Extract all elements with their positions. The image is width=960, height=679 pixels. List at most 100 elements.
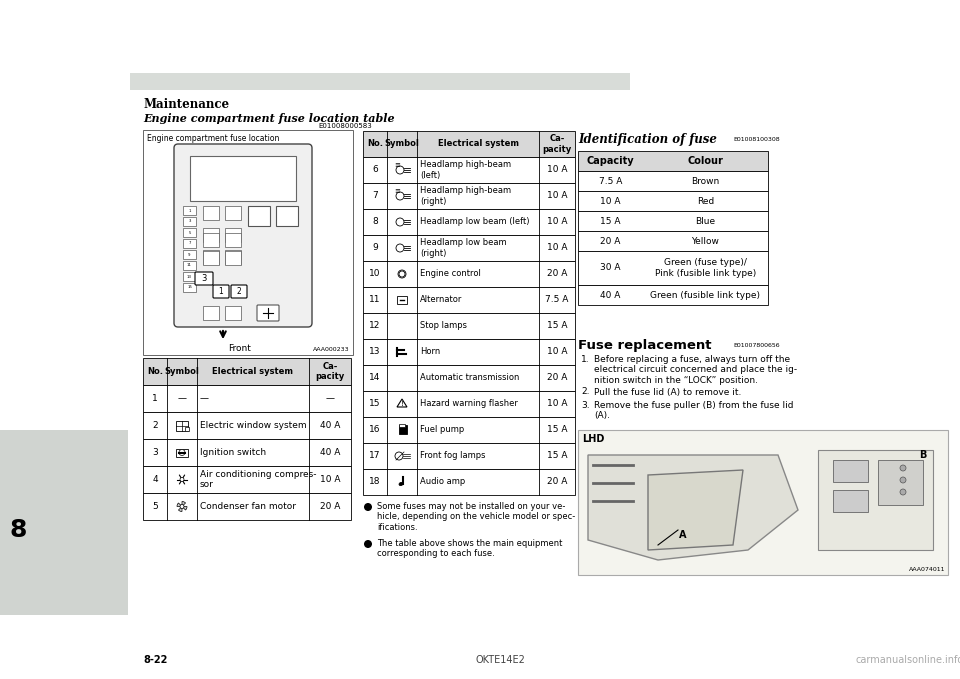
Text: 1: 1 [188, 208, 191, 213]
Bar [183, 239, 196, 248]
Text: Brown: Brown [691, 177, 720, 185]
Text: 8: 8 [10, 518, 27, 542]
Text: E01008000583: E01008000583 [318, 123, 372, 129]
Circle shape [900, 489, 906, 495]
Text: Colour: Colour [687, 156, 724, 166]
Text: 40 A: 40 A [320, 421, 340, 430]
Circle shape [395, 452, 403, 460]
Bar [363, 131, 575, 157]
Text: 3: 3 [188, 219, 191, 223]
Polygon shape [588, 455, 798, 560]
Bar [203, 206, 219, 220]
Bar [225, 306, 241, 320]
Bar [203, 233, 219, 247]
Bar [130, 73, 630, 90]
Text: Maintenance: Maintenance [143, 98, 229, 111]
Bar [143, 439, 351, 466]
Bar [578, 430, 948, 575]
Text: Automatic transmission: Automatic transmission [420, 373, 519, 382]
Bar [578, 231, 768, 251]
Text: Ignition switch: Ignition switch [200, 448, 266, 457]
Text: 13: 13 [187, 274, 192, 278]
Text: —: — [325, 394, 334, 403]
Text: 8: 8 [372, 217, 378, 227]
Text: 10 A: 10 A [547, 217, 567, 227]
Text: Symbol: Symbol [385, 139, 420, 149]
Bar [183, 272, 196, 281]
Text: 2: 2 [236, 287, 241, 296]
Text: Electrical system: Electrical system [212, 367, 294, 376]
Text: AAA074011: AAA074011 [908, 567, 945, 572]
Text: B: B [920, 450, 926, 460]
Text: Headlamp high-beam
(left): Headlamp high-beam (left) [420, 160, 511, 180]
Circle shape [396, 218, 404, 226]
Text: 11: 11 [370, 295, 381, 304]
Circle shape [396, 166, 404, 174]
Text: Engine compartment fuse location table: Engine compartment fuse location table [143, 113, 395, 124]
Circle shape [180, 477, 184, 481]
Circle shape [179, 449, 185, 456]
Bar [203, 251, 219, 265]
Ellipse shape [399, 483, 403, 485]
Bar [578, 191, 768, 211]
Text: A: A [680, 530, 686, 540]
Text: Identification of fuse: Identification of fuse [578, 133, 717, 146]
Bar [363, 391, 575, 417]
Text: 3.: 3. [581, 401, 589, 410]
Text: 7: 7 [188, 242, 191, 246]
Text: Green (fusible link type): Green (fusible link type) [651, 291, 760, 299]
Text: Ca-
pacity: Ca- pacity [316, 362, 345, 381]
Bar [833, 490, 868, 512]
Text: 20 A: 20 A [547, 270, 567, 278]
Bar [225, 250, 241, 264]
Text: Blue: Blue [695, 217, 715, 225]
Text: 1: 1 [219, 287, 224, 296]
Bar [578, 251, 768, 285]
Bar [363, 261, 575, 287]
Bar [225, 233, 241, 247]
Bar [176, 449, 188, 456]
Text: Stop lamps: Stop lamps [420, 321, 467, 331]
Text: Ca-
pacity: Ca- pacity [542, 134, 571, 153]
Text: 11: 11 [187, 263, 192, 268]
Text: No.: No. [367, 139, 383, 149]
Text: Headlamp low beam
(right): Headlamp low beam (right) [420, 238, 507, 258]
Bar [183, 217, 196, 226]
Text: Some fuses may not be installed on your ve-
hicle, depending on the vehicle mode: Some fuses may not be installed on your … [377, 502, 575, 532]
Bar [190, 156, 296, 201]
Text: AAA000233: AAA000233 [313, 347, 350, 352]
Text: 7.5 A: 7.5 A [545, 295, 568, 304]
Text: Air conditioning compres-
sor: Air conditioning compres- sor [200, 470, 317, 489]
Text: Audio amp: Audio amp [420, 477, 466, 486]
Text: 18: 18 [370, 477, 381, 486]
Text: 10 A: 10 A [547, 244, 567, 253]
Bar [363, 469, 575, 495]
Text: Headlamp low beam (left): Headlamp low beam (left) [420, 217, 530, 227]
Bar [143, 412, 351, 439]
Bar [183, 283, 196, 292]
Text: 7: 7 [372, 191, 378, 200]
Text: No.: No. [147, 367, 163, 376]
Text: Headlamp high-beam
(right): Headlamp high-beam (right) [420, 186, 511, 206]
Text: 15: 15 [370, 399, 381, 409]
Circle shape [900, 465, 906, 471]
Bar [399, 425, 407, 434]
Bar [248, 206, 270, 226]
Bar [363, 443, 575, 469]
Text: Engine control: Engine control [420, 270, 481, 278]
Bar [183, 250, 196, 259]
Bar [225, 228, 241, 242]
Bar [363, 417, 575, 443]
Text: Electric window system: Electric window system [200, 421, 306, 430]
Text: 9: 9 [372, 244, 378, 253]
Text: Fuel pump: Fuel pump [420, 426, 465, 435]
Text: Alternator: Alternator [420, 295, 463, 304]
Text: 2.: 2. [581, 388, 589, 397]
Bar [143, 466, 351, 493]
Text: 15 A: 15 A [600, 217, 621, 225]
Text: 15 A: 15 A [547, 452, 567, 460]
Text: The table above shows the main equipment
corresponding to each fuse.: The table above shows the main equipment… [377, 539, 563, 558]
Bar [397, 296, 407, 304]
Bar [363, 209, 575, 235]
Bar [183, 206, 196, 215]
